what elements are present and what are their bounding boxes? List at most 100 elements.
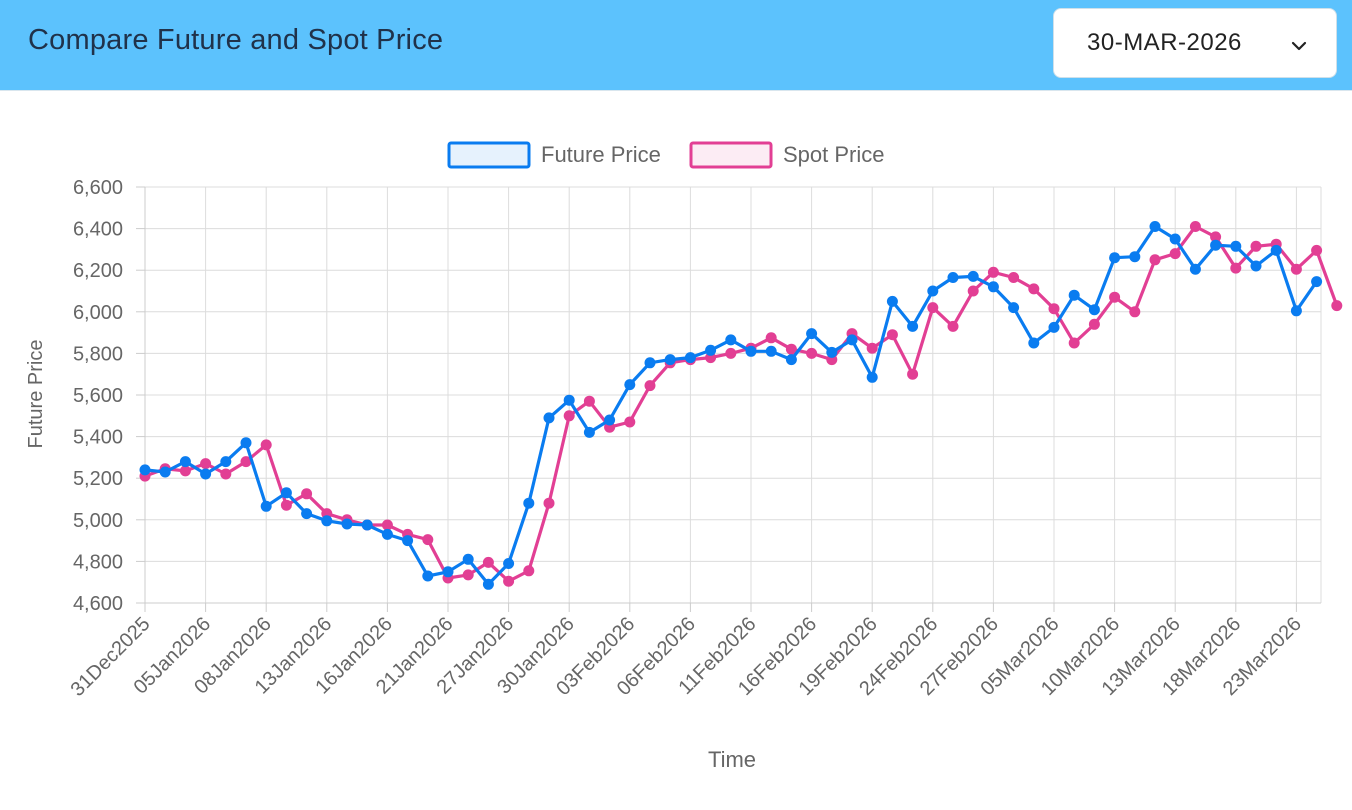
spot-price-point[interactable] bbox=[1250, 240, 1262, 252]
future-price-point[interactable] bbox=[624, 379, 636, 391]
future-price-point[interactable] bbox=[462, 553, 474, 565]
spot-price-point[interactable] bbox=[1290, 263, 1302, 275]
spot-price-point[interactable] bbox=[1048, 303, 1060, 315]
future-price-point[interactable] bbox=[785, 354, 797, 366]
spot-price-point[interactable] bbox=[1068, 337, 1080, 349]
spot-price-point[interactable] bbox=[907, 368, 919, 380]
spot-price-point[interactable] bbox=[381, 519, 393, 531]
spot-price-point[interactable] bbox=[583, 395, 595, 407]
future-price-point[interactable] bbox=[1149, 221, 1161, 232]
date-select[interactable]: 30-MAR-2026 bbox=[1053, 8, 1337, 78]
future-price-point[interactable] bbox=[1109, 252, 1121, 264]
legend-spot-swatch[interactable] bbox=[689, 141, 773, 169]
spot-price-point[interactable] bbox=[422, 534, 434, 546]
future-price-point[interactable] bbox=[947, 272, 959, 283]
spot-price-point[interactable] bbox=[220, 468, 232, 480]
future-price-point[interactable] bbox=[280, 487, 292, 499]
future-price-point[interactable] bbox=[139, 464, 151, 476]
legend-future-swatch[interactable] bbox=[447, 141, 531, 169]
future-price-point[interactable] bbox=[866, 371, 878, 383]
spot-price-point[interactable] bbox=[200, 458, 212, 470]
spot-price-point[interactable] bbox=[1189, 221, 1201, 232]
spot-price-point[interactable] bbox=[785, 343, 797, 355]
future-price-point[interactable] bbox=[301, 508, 313, 520]
spot-price-point[interactable] bbox=[806, 347, 818, 359]
future-price-point[interactable] bbox=[402, 535, 414, 547]
future-price-point[interactable] bbox=[523, 497, 535, 509]
future-price-point[interactable] bbox=[846, 334, 858, 346]
future-price-point[interactable] bbox=[1189, 263, 1201, 275]
future-price-point[interactable] bbox=[220, 456, 232, 468]
spot-price-point[interactable] bbox=[1230, 262, 1242, 274]
future-price-point[interactable] bbox=[1290, 305, 1302, 317]
legend-spot-label[interactable]: Spot Price bbox=[783, 142, 885, 167]
future-price-point[interactable] bbox=[442, 566, 454, 578]
future-price-point[interactable] bbox=[806, 328, 818, 340]
spot-price-point[interactable] bbox=[1311, 244, 1323, 256]
future-price-point[interactable] bbox=[361, 519, 373, 531]
future-price-point[interactable] bbox=[967, 270, 979, 282]
spot-price-point[interactable] bbox=[301, 488, 313, 500]
future-price-point[interactable] bbox=[826, 346, 838, 358]
future-price-point[interactable] bbox=[1311, 276, 1323, 288]
chart-legend[interactable]: Future Price Spot Price bbox=[447, 141, 885, 169]
future-price-point[interactable] bbox=[604, 414, 616, 426]
spot-price-point[interactable] bbox=[987, 266, 999, 278]
future-price-point[interactable] bbox=[987, 281, 999, 293]
future-price-point[interactable] bbox=[1270, 244, 1282, 256]
spot-price-point[interactable] bbox=[886, 329, 898, 341]
future-price-point[interactable] bbox=[583, 426, 595, 438]
future-price-point[interactable] bbox=[543, 412, 555, 424]
spot-price-point[interactable] bbox=[927, 302, 939, 314]
future-price-point[interactable] bbox=[1068, 289, 1080, 301]
spot-price-point[interactable] bbox=[240, 456, 252, 468]
future-price-point[interactable] bbox=[664, 354, 676, 366]
future-price-point[interactable] bbox=[1048, 321, 1060, 333]
future-price-point[interactable] bbox=[1028, 337, 1040, 349]
spot-price-point[interactable] bbox=[1008, 272, 1020, 283]
spot-price-point[interactable] bbox=[482, 556, 494, 568]
spot-price-point[interactable] bbox=[947, 320, 959, 332]
spot-price-point[interactable] bbox=[462, 569, 474, 581]
spot-price-point[interactable] bbox=[1109, 291, 1121, 303]
future-price-point[interactable] bbox=[705, 344, 717, 356]
spot-price-point[interactable] bbox=[1210, 231, 1222, 243]
spot-price-point[interactable] bbox=[503, 575, 515, 587]
future-price-point[interactable] bbox=[1230, 240, 1242, 252]
spot-price-point[interactable] bbox=[866, 342, 878, 354]
future-price-point[interactable] bbox=[563, 394, 575, 406]
spot-price-point[interactable] bbox=[1149, 254, 1161, 266]
future-price-point[interactable] bbox=[886, 295, 898, 307]
spot-price-point[interactable] bbox=[1331, 300, 1343, 312]
future-price-point[interactable] bbox=[1088, 304, 1100, 316]
future-price-point[interactable] bbox=[1169, 233, 1181, 245]
spot-price-point[interactable] bbox=[1129, 306, 1141, 318]
spot-price-point[interactable] bbox=[563, 410, 575, 422]
future-price-point[interactable] bbox=[1008, 302, 1020, 314]
future-price-point[interactable] bbox=[422, 570, 434, 582]
spot-price-point[interactable] bbox=[1028, 283, 1040, 295]
spot-price-point[interactable] bbox=[967, 285, 979, 297]
spot-price-point[interactable] bbox=[260, 439, 272, 451]
spot-price-point[interactable] bbox=[523, 565, 535, 577]
future-price-point[interactable] bbox=[482, 578, 494, 590]
spot-price-point[interactable] bbox=[179, 465, 191, 477]
future-price-point[interactable] bbox=[684, 352, 696, 364]
future-price-point[interactable] bbox=[200, 468, 212, 480]
future-price-point[interactable] bbox=[159, 466, 171, 478]
future-price-point[interactable] bbox=[725, 334, 737, 346]
spot-price-point[interactable] bbox=[644, 380, 656, 392]
spot-price-point[interactable] bbox=[1169, 248, 1181, 260]
future-price-point[interactable] bbox=[179, 456, 191, 468]
future-price-point[interactable] bbox=[260, 500, 272, 512]
future-price-point[interactable] bbox=[1210, 239, 1222, 251]
spot-price-point[interactable] bbox=[725, 347, 737, 359]
future-price-point[interactable] bbox=[503, 558, 515, 569]
future-price-point[interactable] bbox=[381, 528, 393, 540]
future-price-point[interactable] bbox=[341, 518, 353, 530]
spot-price-point[interactable] bbox=[1088, 318, 1100, 330]
spot-price-point[interactable] bbox=[624, 416, 636, 428]
future-price-point[interactable] bbox=[644, 357, 656, 369]
future-price-point[interactable] bbox=[745, 345, 757, 357]
legend-future-label[interactable]: Future Price bbox=[541, 142, 661, 167]
